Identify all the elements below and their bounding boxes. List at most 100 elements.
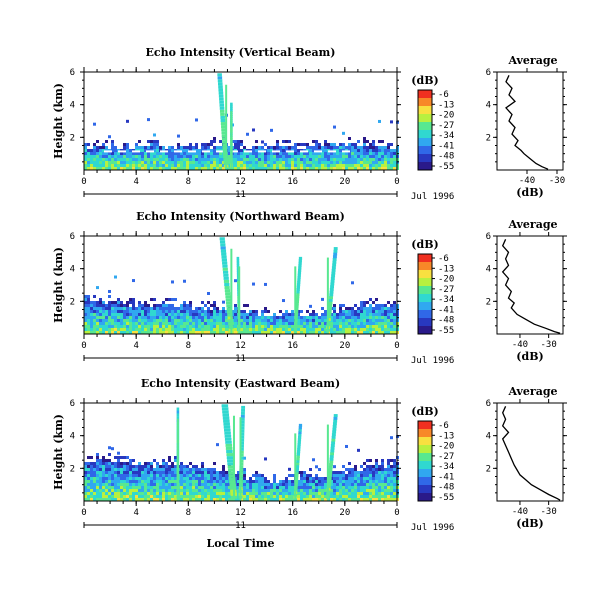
x-tick-label: -30 [549, 176, 565, 186]
panel-title: Echo Intensity (Eastward Beam) [141, 377, 340, 390]
colorbar-swatch [418, 437, 432, 446]
colorbar-tick-label: -13 [438, 100, 454, 110]
colorbar: (dB)-6-13-20-27-34-41-48-55 [411, 405, 454, 503]
date-label: Jul 1996 [411, 192, 454, 202]
y-tick-label: 4 [486, 101, 491, 111]
colorbar-tick-label: -27 [438, 452, 454, 462]
x-tick-label: 16 [287, 177, 298, 187]
x-tick-label: 0 [394, 177, 399, 187]
x-tick-label: -40 [512, 340, 528, 350]
colorbar-tick-label: -27 [438, 121, 454, 131]
colorbar-tick-label: -27 [438, 285, 454, 295]
colorbar-swatch [418, 429, 432, 438]
profile-title: Average [507, 54, 557, 67]
colorbar-swatch [418, 318, 432, 327]
colorbar-tick-label: -34 [438, 131, 454, 141]
colorbar-tick-label: -41 [438, 141, 454, 151]
colorbar-swatch [418, 326, 432, 335]
colorbar-swatch [418, 114, 432, 123]
x-tick-label: 20 [339, 341, 350, 351]
colorbar-swatch [418, 146, 432, 155]
colorbar-swatch [418, 162, 432, 171]
y-tick-label: 2 [486, 297, 491, 307]
colorbar-tick-label: -48 [438, 316, 454, 326]
colorbar-tick-label: -34 [438, 295, 454, 305]
colorbar-tick-label: -13 [438, 431, 454, 441]
colorbar-tick-label: -48 [438, 152, 454, 162]
colorbar-frame [417, 89, 433, 171]
colorbar-swatch [418, 138, 432, 147]
y-tick-label: 2 [486, 133, 491, 143]
heatmap-cells [84, 73, 399, 170]
colorbar-tick-label: -55 [438, 493, 454, 503]
y-tick-label: 2 [70, 464, 75, 474]
y-tick-label: 6 [70, 232, 75, 242]
x-tick-label: 4 [133, 508, 138, 518]
colorbar-unit: (dB) [411, 405, 438, 418]
x-tick-label: 12 [235, 508, 246, 518]
heatmap-cells [84, 404, 399, 501]
x-tick-label: 0 [81, 177, 86, 187]
colorbar-swatch [418, 469, 432, 478]
colorbar-swatch [418, 254, 432, 263]
colorbar-swatch [418, 270, 432, 279]
heatmap-panel: Echo Intensity (Eastward Beam) 2 4 6 Height … [52, 377, 454, 550]
day-label: 11 [235, 190, 246, 200]
colorbar-swatch [418, 453, 432, 462]
y-tick-label: 6 [486, 232, 491, 242]
y-axis-label: Height (km) [52, 247, 65, 323]
x-tick-label: 4 [133, 177, 138, 187]
y-tick-label: 4 [70, 265, 75, 275]
colorbar-swatch [418, 294, 432, 303]
profile-line [501, 406, 561, 501]
x-tick-label: 12 [235, 341, 246, 351]
colorbar-swatch [418, 445, 432, 454]
y-tick-label: 2 [70, 297, 75, 307]
colorbar-tick-label: -41 [438, 472, 454, 482]
colorbar-tick-label: -13 [438, 264, 454, 274]
colorbar-tick-label: -20 [438, 275, 454, 285]
colorbar-swatch [418, 310, 432, 319]
day-label: 11 [235, 521, 246, 531]
x-tick-label: -40 [512, 507, 528, 517]
heatmap-panel: Echo Intensity (Vertical Beam) 2 4 6 Height … [52, 46, 454, 202]
colorbar: (dB)-6-13-20-27-34-41-48-55 [411, 74, 454, 172]
colorbar-swatch [418, 421, 432, 430]
profile-title: Average [507, 385, 557, 398]
colorbar-swatch [418, 90, 432, 99]
y-tick-label: 4 [486, 432, 491, 442]
x-tick-label: 16 [287, 341, 298, 351]
colorbar-tick-label: -41 [438, 305, 454, 315]
colorbar-swatch [418, 461, 432, 470]
colorbar-swatch [418, 98, 432, 107]
x-tick-label: 20 [339, 508, 350, 518]
colorbar-tick-label: -55 [438, 326, 454, 336]
y-tick-label: 4 [70, 101, 75, 111]
profile-title: Average [507, 218, 557, 231]
colorbar: (dB)-6-13-20-27-34-41-48-55 [411, 238, 454, 336]
colorbar-swatch [418, 106, 432, 115]
colorbar-tick-label: -20 [438, 111, 454, 121]
colorbar-tick-label: -6 [438, 90, 449, 100]
x-tick-label: 8 [186, 508, 191, 518]
x-tick-label: 12 [235, 177, 246, 187]
colorbar-tick-label: -6 [438, 421, 449, 431]
y-tick-label: 2 [486, 464, 491, 474]
date-label: Jul 1996 [411, 356, 454, 366]
colorbar-swatch [418, 493, 432, 502]
profile-x-label: (dB) [516, 350, 543, 363]
colorbar-swatch [418, 262, 432, 271]
colorbar-swatch [418, 130, 432, 139]
colorbar-swatch [418, 122, 432, 131]
colorbar-unit: (dB) [411, 74, 438, 87]
colorbar-tick-label: -34 [438, 462, 454, 472]
x-tick-label: 0 [81, 341, 86, 351]
colorbar-frame [417, 420, 433, 502]
y-tick-label: 6 [486, 399, 491, 409]
colorbar-swatch [418, 477, 432, 486]
profile-x-label: (dB) [516, 186, 543, 199]
x-tick-label: 0 [394, 508, 399, 518]
